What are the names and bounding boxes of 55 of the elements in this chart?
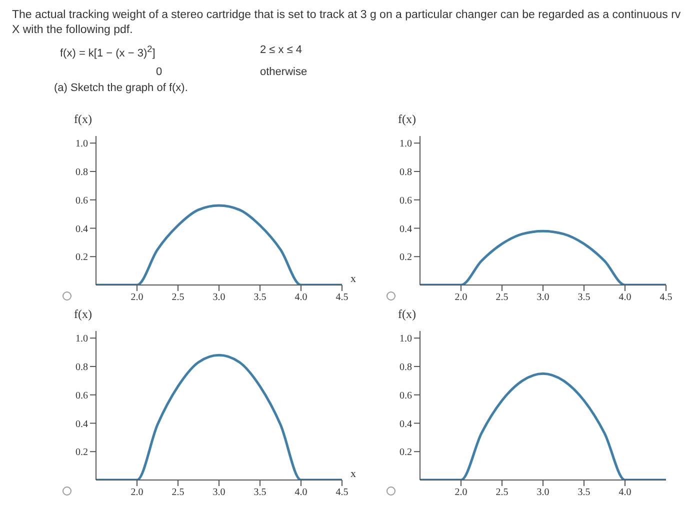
y-tick-label: 0.6 xyxy=(76,195,88,206)
y-tick-label: 0.8 xyxy=(400,362,412,374)
x-tick-label: 3.5 xyxy=(578,487,590,498)
chart-title: The actual tracking weight of a stereo cartridge that is set to track at 3 g on a particular changer can be regarded as a continuous rv X with the following pdf. xyxy=(11,8,682,38)
text: f(x) = k[1 − (x − 3)$^{2}$] xyxy=(60,44,156,60)
x-tick-label: 2.0 xyxy=(130,487,144,498)
x-axis-title: x xyxy=(350,273,356,285)
y-tick-label: 1.0 xyxy=(400,138,412,150)
x-tick-label: 3.0 xyxy=(212,292,226,304)
x-tick-label: 4.5 xyxy=(336,292,348,304)
x-tick-label: 3.0 xyxy=(536,292,550,304)
x-tick-label: 3.0 xyxy=(536,487,550,498)
y-tick-label: 1.0 xyxy=(76,138,88,150)
y-tick-label: 0.2 xyxy=(76,252,88,264)
y-tick-label: 0.6 xyxy=(400,195,412,206)
y-tick-label: 0.8 xyxy=(76,167,88,178)
y-tick-label: 0.6 xyxy=(76,390,88,402)
y-axis-title: f(x) xyxy=(398,307,416,322)
x-tick-label: 4.5 xyxy=(660,292,672,304)
text: 0 xyxy=(155,66,164,78)
y-tick-label: 0.2 xyxy=(400,252,412,264)
text: 2 ≤ x ≤ 4 xyxy=(260,44,304,58)
y-tick-label: 0.8 xyxy=(400,167,412,178)
x-tick-label: 4.0 xyxy=(294,292,308,304)
x-tick-label: 4.5 xyxy=(336,487,348,498)
x-tick-label: 2.0 xyxy=(454,292,468,304)
x-tick-label: 3.5 xyxy=(578,292,590,304)
y-tick-label: 0.2 xyxy=(76,447,88,458)
y-axis-title: f(x) xyxy=(398,112,416,127)
x-tick-label: 4.0 xyxy=(618,487,632,498)
x-tick-label: 3.5 xyxy=(254,292,266,304)
y-tick-label: 0.4 xyxy=(400,418,412,430)
x-tick-label: 2.5 xyxy=(172,292,184,304)
y-tick-label: 0.4 xyxy=(76,224,88,235)
y-tick-label: 0.2 xyxy=(400,447,412,458)
y-axis-title: f(x) xyxy=(74,307,92,322)
x-tick-label: 2.5 xyxy=(496,487,508,498)
y-tick-label: 0.6 xyxy=(400,390,412,402)
x-tick-label: 4.0 xyxy=(294,487,308,498)
y-tick-label: 1.0 xyxy=(400,334,412,345)
y-tick-label: 0.8 xyxy=(76,362,88,374)
x-tick-label: 2.5 xyxy=(496,292,508,304)
x-tick-label: 3.0 xyxy=(212,487,226,498)
y-tick-label: 0.4 xyxy=(76,418,88,430)
x-tick-label: 4.0 xyxy=(618,292,632,304)
y-tick-label: 0.4 xyxy=(400,224,412,235)
x-tick-label: 2.0 xyxy=(130,292,144,304)
x-tick-label: 2.5 xyxy=(172,487,184,498)
x-tick-label: 2.0 xyxy=(454,487,468,498)
y-tick-label: 1.0 xyxy=(76,334,88,345)
x-axis-title: x xyxy=(350,468,356,480)
y-axis-title: f(x) xyxy=(74,112,92,127)
text: (a) Sketch the graph of f(x). xyxy=(54,82,189,94)
x-tick-label: 3.5 xyxy=(254,487,266,498)
text: otherwise xyxy=(260,66,308,78)
